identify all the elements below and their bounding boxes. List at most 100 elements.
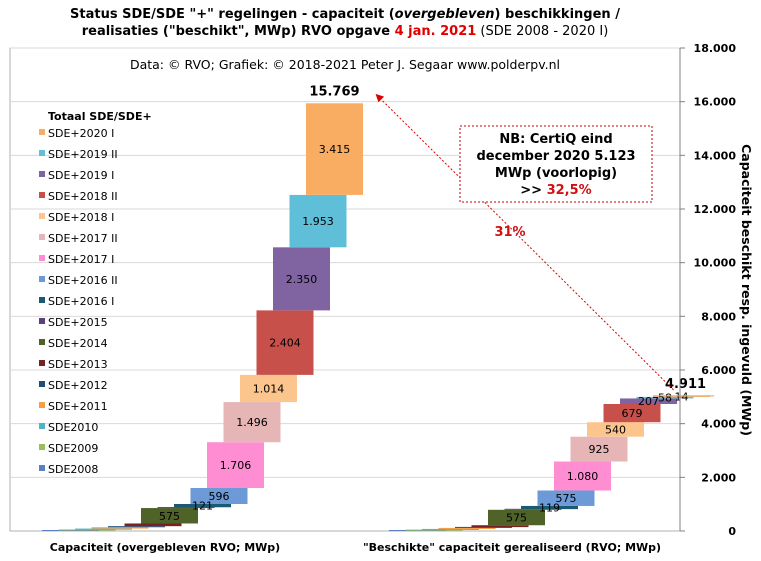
segment-value-label: 14 bbox=[675, 390, 689, 403]
bar-segment bbox=[471, 525, 529, 528]
legend-entry: SDE2010 bbox=[48, 421, 98, 434]
y-tick-label: 10.000 bbox=[694, 257, 737, 270]
legend-swatch bbox=[39, 465, 45, 471]
bar-segment bbox=[554, 461, 611, 491]
note-line2: december 2020 5.123 bbox=[476, 149, 635, 164]
legend-swatch bbox=[39, 339, 45, 345]
legend-entry: SDE+2019 II bbox=[48, 148, 118, 161]
x-category-label-capacity: Capaciteit (overgebleven RVO; MWp) bbox=[50, 541, 280, 554]
legend-entry: SDE+2016 I bbox=[48, 295, 114, 308]
total-label-realised: 4.911 bbox=[665, 377, 706, 392]
segment-value-label: 575 bbox=[159, 510, 180, 523]
bar-segment bbox=[273, 247, 330, 311]
legend-swatch bbox=[39, 423, 45, 429]
bar-segment bbox=[537, 490, 595, 506]
legend-entry: SDE+2011 bbox=[48, 400, 108, 413]
bar-segment bbox=[587, 422, 644, 437]
legend-entry: SDE+2016 II bbox=[48, 274, 118, 287]
segment-value-label: 1.496 bbox=[236, 416, 268, 429]
legend-swatch bbox=[39, 381, 45, 387]
legend-entry: SDE+2014 bbox=[48, 337, 108, 350]
bar-segment bbox=[521, 505, 578, 510]
bars bbox=[42, 103, 710, 531]
segment-value-label: 2.404 bbox=[269, 337, 301, 350]
bar-segment bbox=[141, 508, 198, 524]
bar-segment bbox=[91, 527, 149, 529]
segment-value-label: 1.080 bbox=[567, 470, 599, 483]
ratio-arrow bbox=[375, 93, 674, 391]
bar-segment bbox=[570, 436, 628, 462]
legend-swatch bbox=[39, 276, 45, 282]
legend-entry: SDE+2018 II bbox=[48, 190, 118, 203]
legend-swatch bbox=[39, 150, 45, 156]
legend-entry: SDE+2013 bbox=[48, 358, 108, 371]
segment-value-label: 596 bbox=[209, 490, 230, 503]
y-axis-label: Capaciteit beschikt resp. ingevuld (MWp) bbox=[739, 144, 754, 436]
legend-entry: SDE+2017 II bbox=[48, 232, 118, 245]
credit-text: Data: © RVO; Grafiek: © 2018-2021 Peter … bbox=[130, 57, 560, 72]
legend-entry: SDE+2019 I bbox=[48, 169, 114, 182]
ratio-label: 31% bbox=[494, 225, 525, 240]
bar-segment bbox=[603, 403, 661, 423]
y-tick-label: 12.000 bbox=[694, 203, 737, 216]
bar-segment bbox=[75, 528, 132, 530]
y-tick-label: 8.000 bbox=[701, 310, 736, 323]
note-line4: >> 32,5% bbox=[520, 183, 591, 198]
legend-entry: SDE+2017 I bbox=[48, 253, 114, 266]
segment-value-label: 58 bbox=[658, 392, 672, 405]
x-category-label-realised: "Beschikte" capaciteit gerealiseerd (RVO… bbox=[363, 541, 661, 554]
bar-segment bbox=[42, 530, 99, 531]
y-tick-label: 0 bbox=[728, 525, 736, 538]
chart-title-line1: Status SDE/SDE "+" regelingen - capacite… bbox=[70, 7, 620, 22]
legend-entry: SDE+2015 bbox=[48, 316, 108, 329]
legend-swatch bbox=[39, 402, 45, 408]
note-line3: MWp (voorlopig) bbox=[495, 166, 617, 181]
legend-swatch bbox=[39, 213, 45, 219]
bar-segment bbox=[620, 398, 677, 404]
bar-segment bbox=[157, 507, 215, 509]
bar-segment bbox=[306, 103, 363, 195]
legend-swatch bbox=[39, 192, 45, 198]
y-tick-label: 18.000 bbox=[694, 42, 737, 55]
legend-entry: SDE2008 bbox=[48, 463, 98, 476]
segment-value-label: 1.706 bbox=[220, 459, 252, 472]
bar-segment bbox=[405, 529, 463, 531]
y-tick-label: 16.000 bbox=[694, 96, 737, 109]
note-box bbox=[459, 125, 653, 203]
legend-swatch bbox=[39, 360, 45, 366]
bar-segment bbox=[504, 508, 562, 510]
segment-value-label: 121 bbox=[192, 500, 213, 513]
segment-value-label: 119 bbox=[539, 502, 560, 515]
bar-segment bbox=[438, 527, 496, 529]
bar-segment bbox=[108, 526, 165, 528]
segment-value-label: 575 bbox=[506, 512, 527, 525]
bar-segment bbox=[240, 374, 297, 403]
y-tick-label: 2.000 bbox=[701, 471, 736, 484]
bar-segment bbox=[223, 402, 281, 443]
note-line1: NB: CertiQ eind bbox=[499, 132, 612, 147]
legend-swatch bbox=[39, 234, 45, 240]
legend-swatch bbox=[39, 255, 45, 261]
legend-swatch bbox=[39, 297, 45, 303]
legend-swatch bbox=[39, 129, 45, 135]
bar-segment bbox=[488, 509, 545, 526]
y-axis-ticks: 0 2.000 4.000 6.000 8.000 10.000 12.000 14.000 1… bbox=[680, 42, 736, 538]
y-tick-label: 4.000 bbox=[701, 418, 736, 431]
bar-segment bbox=[58, 529, 116, 531]
legend-entry: SDE+2018 I bbox=[48, 211, 114, 224]
legend-entry: SDE+2020 I bbox=[48, 127, 114, 140]
bar-segment bbox=[256, 310, 314, 375]
legend-swatch bbox=[39, 444, 45, 450]
bar-segment bbox=[455, 526, 512, 528]
legend-entry: SDE+2012 bbox=[48, 379, 108, 392]
segment-value-label: 540 bbox=[605, 423, 626, 436]
total-label-capacity: 15.769 bbox=[309, 84, 359, 99]
y-tick-label: 14.000 bbox=[694, 149, 737, 162]
legend-entry: SDE2009 bbox=[48, 442, 98, 455]
bar-segment bbox=[190, 488, 248, 505]
bar-segment bbox=[124, 523, 182, 527]
segment-value-label: 1.953 bbox=[302, 215, 334, 228]
segment-value-label: 1.014 bbox=[253, 382, 285, 395]
